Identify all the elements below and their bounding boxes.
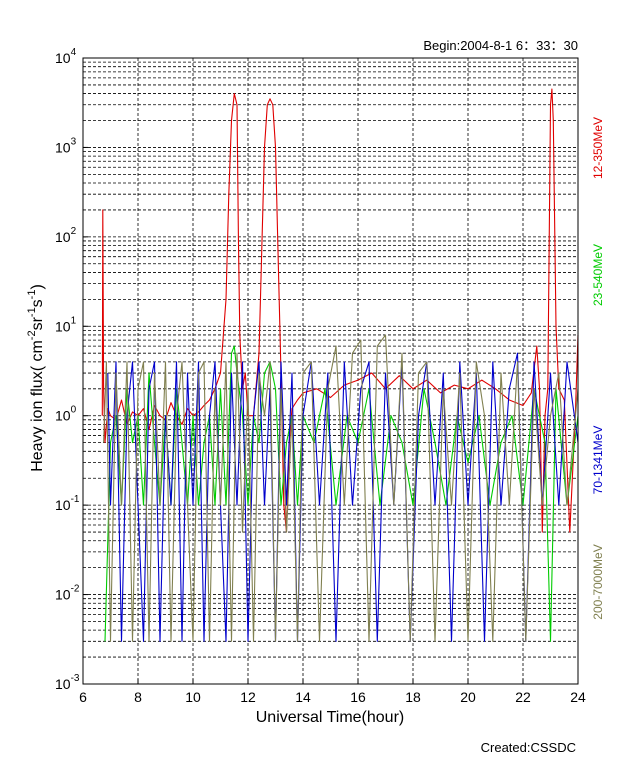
x-tick-label: 24 xyxy=(570,689,586,705)
x-tick-label: 12 xyxy=(240,689,256,705)
svg-text:Heavy ion flux( cm-2sr-1s-1): Heavy ion flux( cm-2sr-1s-1) xyxy=(26,284,46,472)
x-tick-label: 6 xyxy=(79,689,87,705)
legend-label: 23-540MeV xyxy=(591,244,605,306)
grid xyxy=(83,58,578,684)
y-axis-label-main: Heavy ion flux( cm xyxy=(29,340,46,472)
y-axis-label: Heavy ion flux( cm-2sr-1s-1) xyxy=(26,284,46,472)
x-axis-label: Universal Time(hour) xyxy=(256,709,404,726)
series-lines xyxy=(101,88,579,642)
y-tick-label: 103 xyxy=(55,136,77,155)
chart-header: Begin:2004-8-1 6：33：30 xyxy=(423,38,578,53)
legend-label: 12-350MeV xyxy=(591,117,605,179)
x-tick-label: 16 xyxy=(350,689,366,705)
y-tick-label: 10-2 xyxy=(55,584,80,603)
y-axis-label-sup3: -1 xyxy=(26,290,38,300)
x-tick-label: 22 xyxy=(515,689,531,705)
y-axis-ticks: 10-3 10-2 10-1 100 101 102 103 104 xyxy=(55,47,88,692)
y-axis-label-close: ) xyxy=(29,284,46,289)
x-tick-label: 14 xyxy=(295,689,311,705)
y-tick-label: 10-1 xyxy=(55,494,80,513)
y-tick-label: 101 xyxy=(55,315,77,334)
y-axis-label-sr: sr xyxy=(29,316,46,330)
y-axis-label-sup1: -2 xyxy=(26,330,38,340)
x-tick-label: 20 xyxy=(460,689,476,705)
y-tick-label: 100 xyxy=(55,405,77,424)
x-tick-label: 8 xyxy=(134,689,142,705)
y-tick-label: 104 xyxy=(55,47,77,66)
chart-footer: Created:CSSDC xyxy=(481,740,576,755)
legend-label: 70-1341MeV xyxy=(591,426,605,495)
series-line xyxy=(103,334,579,642)
x-tick-label: 10 xyxy=(185,689,201,705)
plot-frame xyxy=(82,57,579,685)
y-tick-label: 10-3 xyxy=(55,673,80,692)
y-axis-label-s: s xyxy=(29,299,46,307)
y-tick-label: 102 xyxy=(55,226,77,245)
legend: 12-350MeV 23-540MeV 70-1341MeV 200-7000MeV xyxy=(591,117,605,620)
legend-label: 200-7000MeV xyxy=(591,544,605,619)
y-axis-label-sup2: -1 xyxy=(26,307,38,317)
x-axis-ticks: 6 8 10 12 14 16 18 20 22 24 xyxy=(79,679,586,705)
x-tick-label: 18 xyxy=(405,689,421,705)
